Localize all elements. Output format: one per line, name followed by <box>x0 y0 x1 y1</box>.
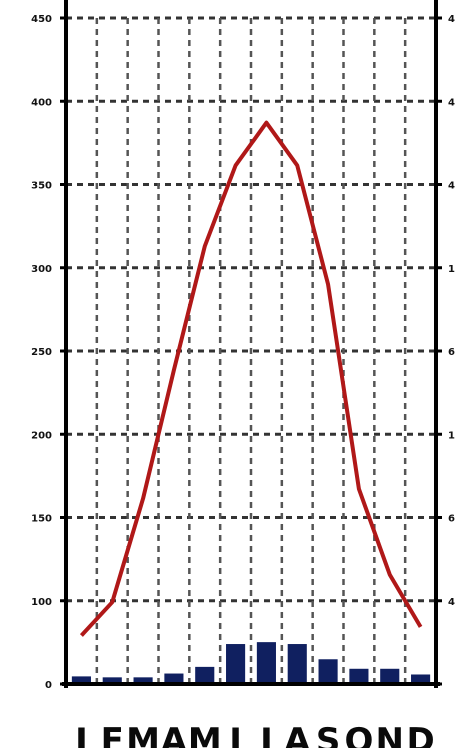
bar-series <box>71 642 431 684</box>
bar <box>133 677 153 684</box>
x-tick-label: M <box>126 721 160 748</box>
right-tick-label: 4 <box>448 97 455 108</box>
x-tick-label: J <box>73 721 88 748</box>
bar <box>102 677 122 684</box>
x-tick-label: D <box>406 721 434 748</box>
bar <box>349 668 369 684</box>
right-tick-label: 4 <box>448 597 455 608</box>
right-tick-label: 6 <box>448 347 455 358</box>
bar <box>226 644 246 684</box>
x-tick-label: J <box>258 721 273 748</box>
right-tick-label: 6 <box>448 514 455 525</box>
bar <box>164 673 184 684</box>
x-tick-label: O <box>344 721 373 748</box>
left-tick-label: 250 <box>31 347 52 358</box>
left-tick-label: 0 <box>45 680 52 691</box>
left-tick-label: 200 <box>31 430 52 441</box>
left-tick-label: 400 <box>31 97 52 108</box>
x-tick-label: A <box>161 721 188 748</box>
grid <box>66 16 436 684</box>
bar <box>287 644 307 684</box>
left-tick-label: 300 <box>31 264 52 275</box>
tick-labels: 0 100 4 150 6 200 1 250 6 300 1 350 4 400 4 450 4 <box>31 14 455 691</box>
right-tick-label: 1 <box>448 264 455 275</box>
line-series <box>79 120 423 637</box>
x-tick-label: N <box>376 721 404 748</box>
bar <box>71 676 91 684</box>
left-tick-label: 100 <box>31 597 52 608</box>
x-tick-label: A <box>284 721 311 748</box>
bar <box>256 642 276 684</box>
left-tick-label: 450 <box>31 14 52 25</box>
temperature-line <box>79 120 423 637</box>
right-tick-label: 1 <box>448 430 455 441</box>
left-tick-label: 150 <box>31 514 52 525</box>
bar <box>411 674 431 684</box>
x-tick-label: S <box>316 721 341 748</box>
x-tick-label: F <box>101 721 124 748</box>
bar <box>380 668 400 684</box>
bar <box>318 659 338 684</box>
axes <box>62 0 440 688</box>
x-tick-label: M <box>188 721 222 748</box>
right-tick-label: 4 <box>448 14 455 25</box>
right-tick-label: 4 <box>448 181 455 192</box>
left-tick-label: 350 <box>31 181 52 192</box>
x-tick-label: J <box>227 721 242 748</box>
bar <box>195 666 215 684</box>
